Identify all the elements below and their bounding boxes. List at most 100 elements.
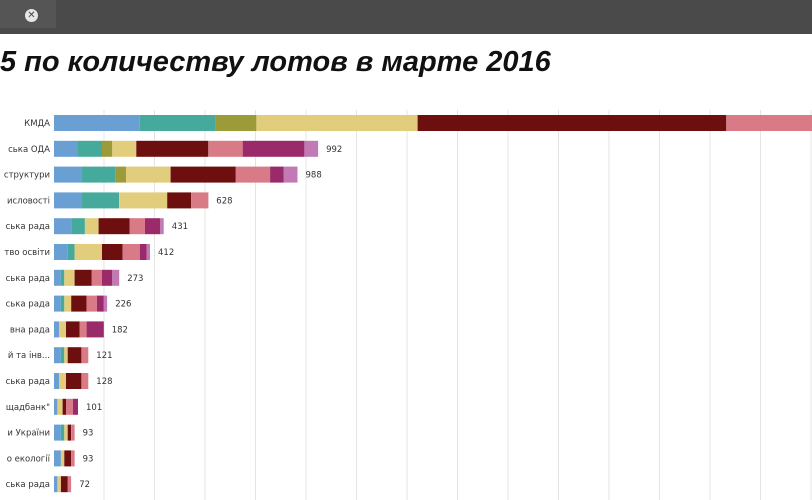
bar-segment[interactable] (71, 424, 75, 441)
bar-segment[interactable] (86, 295, 97, 312)
category-label: и України (7, 429, 50, 439)
bar-segment[interactable] (54, 476, 58, 493)
bar-segment[interactable] (78, 140, 102, 157)
bar-segment[interactable] (103, 295, 108, 312)
bar-segment[interactable] (62, 398, 66, 415)
bar-segment[interactable] (283, 166, 298, 183)
bar-segment[interactable] (208, 140, 243, 157)
bar-segment[interactable] (54, 295, 61, 312)
bar-segment[interactable] (417, 115, 727, 131)
bar-segment[interactable] (60, 476, 68, 493)
bar-segment[interactable] (60, 295, 65, 312)
bar-segment[interactable] (54, 140, 78, 157)
bar-segment[interactable] (74, 244, 102, 260)
bar-segment[interactable] (59, 321, 66, 338)
bar-segment[interactable] (67, 424, 72, 441)
chart-title: 5 по количеству лотов в марте 2016 (0, 46, 551, 78)
browser-tab[interactable]: ✕ (0, 0, 56, 28)
bar-segment[interactable] (129, 218, 145, 235)
bar-segment[interactable] (81, 192, 120, 209)
bar-segment[interactable] (91, 269, 102, 286)
bar-segment[interactable] (215, 115, 257, 131)
bar-segment[interactable] (57, 398, 63, 415)
bar-segment[interactable] (54, 321, 60, 338)
bar-segment[interactable] (79, 321, 87, 338)
bar-segment[interactable] (71, 218, 85, 235)
bar-segment[interactable] (54, 244, 68, 260)
bar-segment[interactable] (54, 218, 72, 235)
bar-segment[interactable] (81, 166, 116, 183)
bar-segment[interactable] (86, 321, 104, 338)
bar-segment[interactable] (54, 450, 61, 467)
bar-segment[interactable] (66, 398, 73, 415)
bar-segment[interactable] (60, 269, 65, 286)
bar-segment[interactable] (96, 295, 104, 312)
bar-segment[interactable] (67, 244, 75, 260)
bar-segment[interactable] (64, 269, 75, 286)
bar-segment[interactable] (98, 218, 130, 235)
bar-segment[interactable] (54, 373, 60, 389)
bar-segment[interactable] (67, 476, 72, 493)
bar-segment[interactable] (191, 192, 209, 209)
bar-segment[interactable] (64, 450, 72, 467)
close-icon[interactable]: ✕ (25, 9, 38, 22)
bar-segment[interactable] (102, 269, 113, 286)
value-label: 182 (112, 325, 128, 335)
bar-segment[interactable] (115, 166, 126, 183)
bar-segment[interactable] (66, 321, 80, 338)
bar-segment[interactable] (170, 166, 236, 183)
bar-segment[interactable] (54, 398, 58, 415)
category-label: ська рада (6, 222, 50, 232)
value-label: 121 (96, 351, 112, 361)
value-label: 412 (158, 248, 174, 258)
category-label: тво освіти (4, 248, 50, 258)
bar-segment[interactable] (81, 373, 89, 389)
bar-segment[interactable] (71, 295, 87, 312)
bar-segment[interactable] (136, 140, 209, 157)
bar-segment[interactable] (59, 373, 66, 389)
bar-segment[interactable] (54, 269, 61, 286)
bar-segment[interactable] (270, 166, 284, 183)
category-label: структури (4, 171, 50, 181)
bar-segment[interactable] (102, 244, 123, 260)
bar-segment[interactable] (54, 424, 61, 441)
bar-segment[interactable] (146, 244, 150, 260)
bar-segment[interactable] (60, 424, 65, 441)
bar-segment[interactable] (242, 140, 305, 157)
bar-segment[interactable] (57, 476, 61, 493)
bar-segment[interactable] (112, 140, 137, 157)
bar-segment[interactable] (60, 347, 65, 364)
bar-segment[interactable] (64, 424, 68, 441)
bar-segment[interactable] (167, 192, 192, 209)
bar-segment[interactable] (60, 450, 65, 467)
bar-segment[interactable] (72, 398, 78, 415)
bar-segment[interactable] (139, 115, 216, 131)
bar-segment[interactable] (64, 347, 68, 364)
bar-segment[interactable] (139, 244, 147, 260)
bar-segment[interactable] (81, 347, 89, 364)
bar-segment[interactable] (112, 269, 120, 286)
value-label: 988 (306, 171, 322, 181)
bar-segment[interactable] (102, 140, 113, 157)
bar-segment[interactable] (67, 347, 82, 364)
bar-segment[interactable] (160, 218, 164, 235)
bar-segment[interactable] (64, 295, 72, 312)
bar-segment[interactable] (66, 373, 82, 389)
bar-segment[interactable] (119, 192, 168, 209)
category-label: ська рада (6, 377, 50, 387)
bar-segment[interactable] (54, 347, 61, 364)
bar-segment[interactable] (126, 166, 171, 183)
value-label: 273 (127, 274, 143, 284)
bar-segment[interactable] (84, 218, 99, 235)
bar-segment[interactable] (726, 115, 812, 131)
bar-segment[interactable] (304, 140, 319, 157)
bar-segment[interactable] (71, 450, 75, 467)
bar-segment[interactable] (54, 115, 140, 131)
bar-segment[interactable] (235, 166, 271, 183)
bar-segment[interactable] (74, 269, 92, 286)
bar-segment[interactable] (122, 244, 140, 260)
bar-segment[interactable] (54, 192, 82, 209)
bar-segment[interactable] (54, 166, 82, 183)
bar-segment[interactable] (256, 115, 418, 131)
bar-segment[interactable] (144, 218, 161, 235)
